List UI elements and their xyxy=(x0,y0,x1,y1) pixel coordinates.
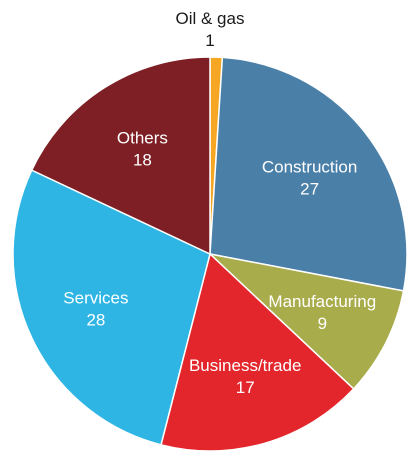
slice-label-value: 18 xyxy=(133,151,152,170)
slice-label-value: 27 xyxy=(300,180,319,199)
slice-label-value: 1 xyxy=(205,31,214,50)
slice-label-business-trade: Business/trade 17 xyxy=(189,356,301,397)
pie-labels: Oil & gas 1 Construction 27 Manufacturing 9 Bu… xyxy=(63,9,376,397)
slice-label-value: 28 xyxy=(86,311,105,330)
pie-slices xyxy=(12,56,408,452)
pie-slice-others xyxy=(30,56,211,256)
pie-slice-construction xyxy=(209,56,408,292)
pie-slice-manufacturing xyxy=(207,252,405,390)
slice-label-manufacturing: Manufacturing 9 xyxy=(268,292,376,333)
pie-slice-business-trade xyxy=(160,252,355,452)
slice-label-name: Construction xyxy=(262,158,357,177)
pie-slice-services xyxy=(12,169,211,446)
slice-label-name: Services xyxy=(63,289,128,308)
slice-label-oil-gas: Oil & gas 1 xyxy=(176,9,245,50)
slice-label-name: Others xyxy=(117,129,168,148)
slice-label-name: Oil & gas xyxy=(176,9,245,28)
slice-label-services: Services 28 xyxy=(63,289,128,330)
slice-label-construction: Construction 27 xyxy=(262,158,357,199)
slice-label-name: Manufacturing xyxy=(268,292,376,311)
slice-label-value: 17 xyxy=(236,378,255,397)
slice-label-value: 9 xyxy=(318,314,327,333)
slice-label-others: Others 18 xyxy=(117,129,168,170)
slice-label-name: Business/trade xyxy=(189,356,301,375)
